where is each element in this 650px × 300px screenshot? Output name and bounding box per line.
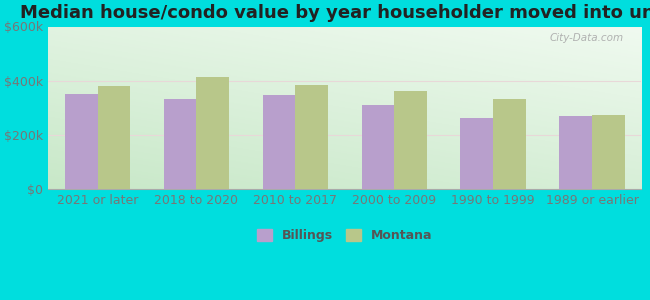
Legend: Billings, Montana: Billings, Montana [252,224,437,247]
Bar [196,76,229,189]
Bar [295,85,328,189]
Bar [460,118,493,189]
Bar [65,94,98,189]
Bar [559,116,592,189]
Bar [361,105,394,189]
Title: Median house/condo value by year householder moved into unit: Median house/condo value by year househo… [20,4,650,22]
Bar [164,100,196,189]
Bar [263,95,295,189]
Text: City-Data.com: City-Data.com [549,33,623,43]
Bar [493,99,526,189]
Bar [394,91,427,189]
Bar [592,115,625,189]
Bar [98,86,130,189]
